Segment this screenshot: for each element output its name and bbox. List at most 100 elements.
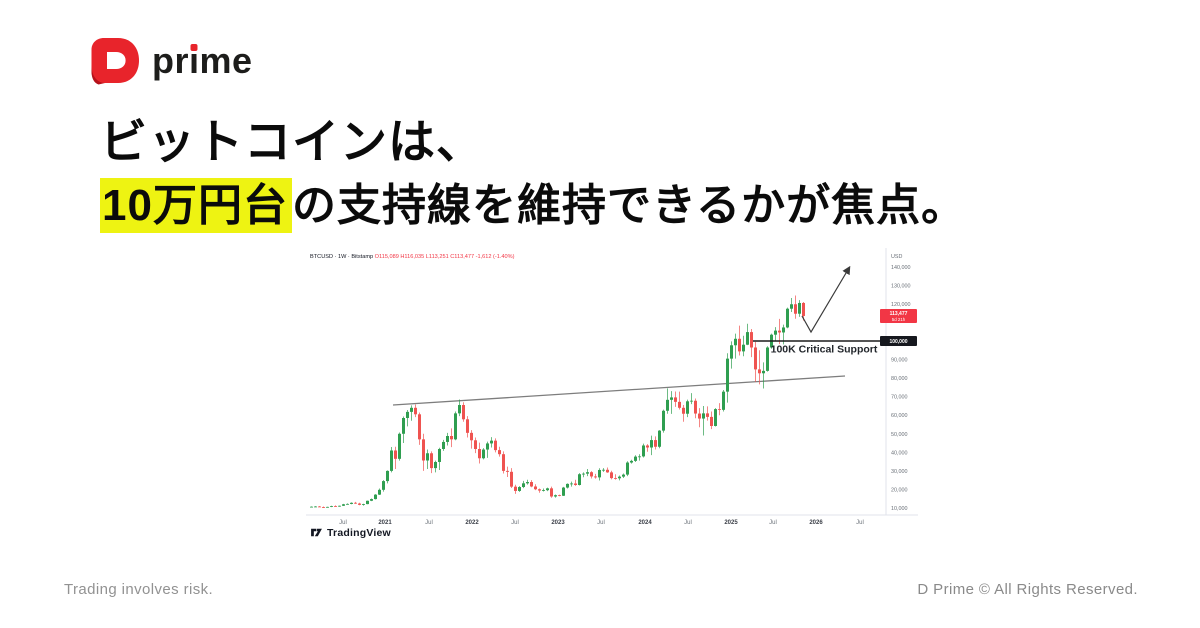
candle-body [626, 462, 629, 475]
brand-i-dot [190, 44, 198, 51]
candle-body [382, 481, 385, 490]
candle-body [706, 413, 709, 417]
candle-body [610, 472, 613, 479]
candle-body [526, 482, 529, 484]
time-tick-label: Jul [769, 520, 777, 526]
candle-body [698, 413, 701, 419]
candle-body [646, 445, 649, 448]
price-tick-label: 20,000 [891, 487, 908, 493]
candle-body [366, 500, 369, 505]
candle-body [738, 338, 741, 352]
candle-body [318, 506, 321, 508]
candle-body [326, 506, 329, 508]
headline-line2: 10万円台の支持線を維持できるかが焦点。 [100, 174, 966, 238]
last-price-badge [880, 308, 917, 323]
candle-body [794, 304, 797, 314]
candle-body [458, 405, 461, 414]
candle-body [478, 448, 481, 459]
candle-body [402, 418, 405, 434]
candle-body [570, 483, 573, 485]
candle-body [514, 486, 517, 491]
time-tick-label: 2024 [638, 520, 652, 526]
candle-body [638, 456, 641, 458]
time-tick-label: 2021 [378, 520, 392, 526]
tradingview-icon [311, 528, 322, 537]
price-tick-label: 90,000 [891, 358, 908, 364]
candle-body [762, 370, 765, 374]
candle-body [754, 347, 757, 370]
candle-body [322, 507, 325, 508]
candle-body [790, 304, 793, 309]
price-tick-label: 140,000 [891, 265, 911, 271]
candle-body [490, 440, 493, 444]
last-price-value: 113,477 [890, 311, 908, 317]
candle-body [542, 490, 545, 491]
candle-body [450, 436, 453, 440]
candles-group [310, 295, 805, 508]
candle-body [426, 453, 429, 461]
support-price-badge [880, 336, 917, 346]
candle-body [434, 461, 437, 469]
candle-body [530, 482, 533, 487]
candle-body [310, 506, 313, 508]
time-tick-label: Jul [684, 520, 692, 526]
candle-body [746, 332, 749, 345]
brand-text-pre: pr [152, 40, 189, 81]
candle-body [390, 450, 393, 471]
candle-body [342, 504, 345, 506]
tradingview-attribution: TradingView [310, 526, 391, 539]
candle-body [750, 332, 753, 348]
candle-body [314, 506, 317, 508]
candle-body [462, 405, 465, 420]
candle-body [330, 506, 333, 507]
candle-body [370, 499, 373, 501]
price-tick-label: 40,000 [891, 450, 908, 456]
candle-body [506, 470, 509, 472]
candle-body [618, 476, 621, 479]
candle-body [550, 488, 553, 497]
candle-body [562, 487, 565, 496]
support-price-value: 100,000 [889, 339, 907, 345]
candle-body [398, 433, 401, 459]
candle-body [782, 327, 785, 333]
candle-body [410, 407, 413, 412]
candle-body [582, 473, 585, 475]
time-tick-label: Jul [339, 520, 347, 526]
candle-body [718, 409, 721, 410]
candle-body [438, 448, 441, 462]
candle-body [786, 308, 789, 328]
candle-body [558, 495, 561, 496]
candle-body [678, 401, 681, 408]
price-tick-label: 60,000 [891, 413, 908, 419]
support-annotation: 100K Critical Support [771, 344, 878, 356]
candle-body [554, 495, 557, 497]
candle-body [358, 503, 361, 505]
candle-body [430, 453, 433, 469]
footer-copyright: D Prime © All Rights Reserved. [917, 581, 1138, 598]
candle-body [446, 436, 449, 442]
candle-body [694, 400, 697, 414]
candle-body [498, 450, 501, 455]
candle-body [350, 502, 353, 504]
candle-body [522, 483, 525, 488]
candle-body [354, 502, 357, 504]
candle-body [518, 487, 521, 491]
time-tick-label: 2025 [724, 520, 738, 526]
candle-body [774, 330, 777, 335]
candle-body [502, 454, 505, 471]
candle-body [566, 483, 569, 488]
candle-body [658, 430, 661, 447]
brand-d-icon [91, 38, 139, 85]
candle-body [534, 486, 537, 490]
candle-body [414, 407, 417, 415]
candle-body [338, 505, 341, 507]
price-tick-label: 130,000 [891, 283, 911, 289]
headline-highlight: 10万円台 [100, 178, 292, 233]
time-tick-label: Jul [597, 520, 605, 526]
candle-body [482, 449, 485, 459]
candle-body [670, 397, 673, 400]
candle-body [454, 413, 457, 440]
currency-label: USD [891, 254, 902, 260]
bar-countdown: 5d 21h [892, 317, 906, 322]
candle-body [422, 439, 425, 461]
